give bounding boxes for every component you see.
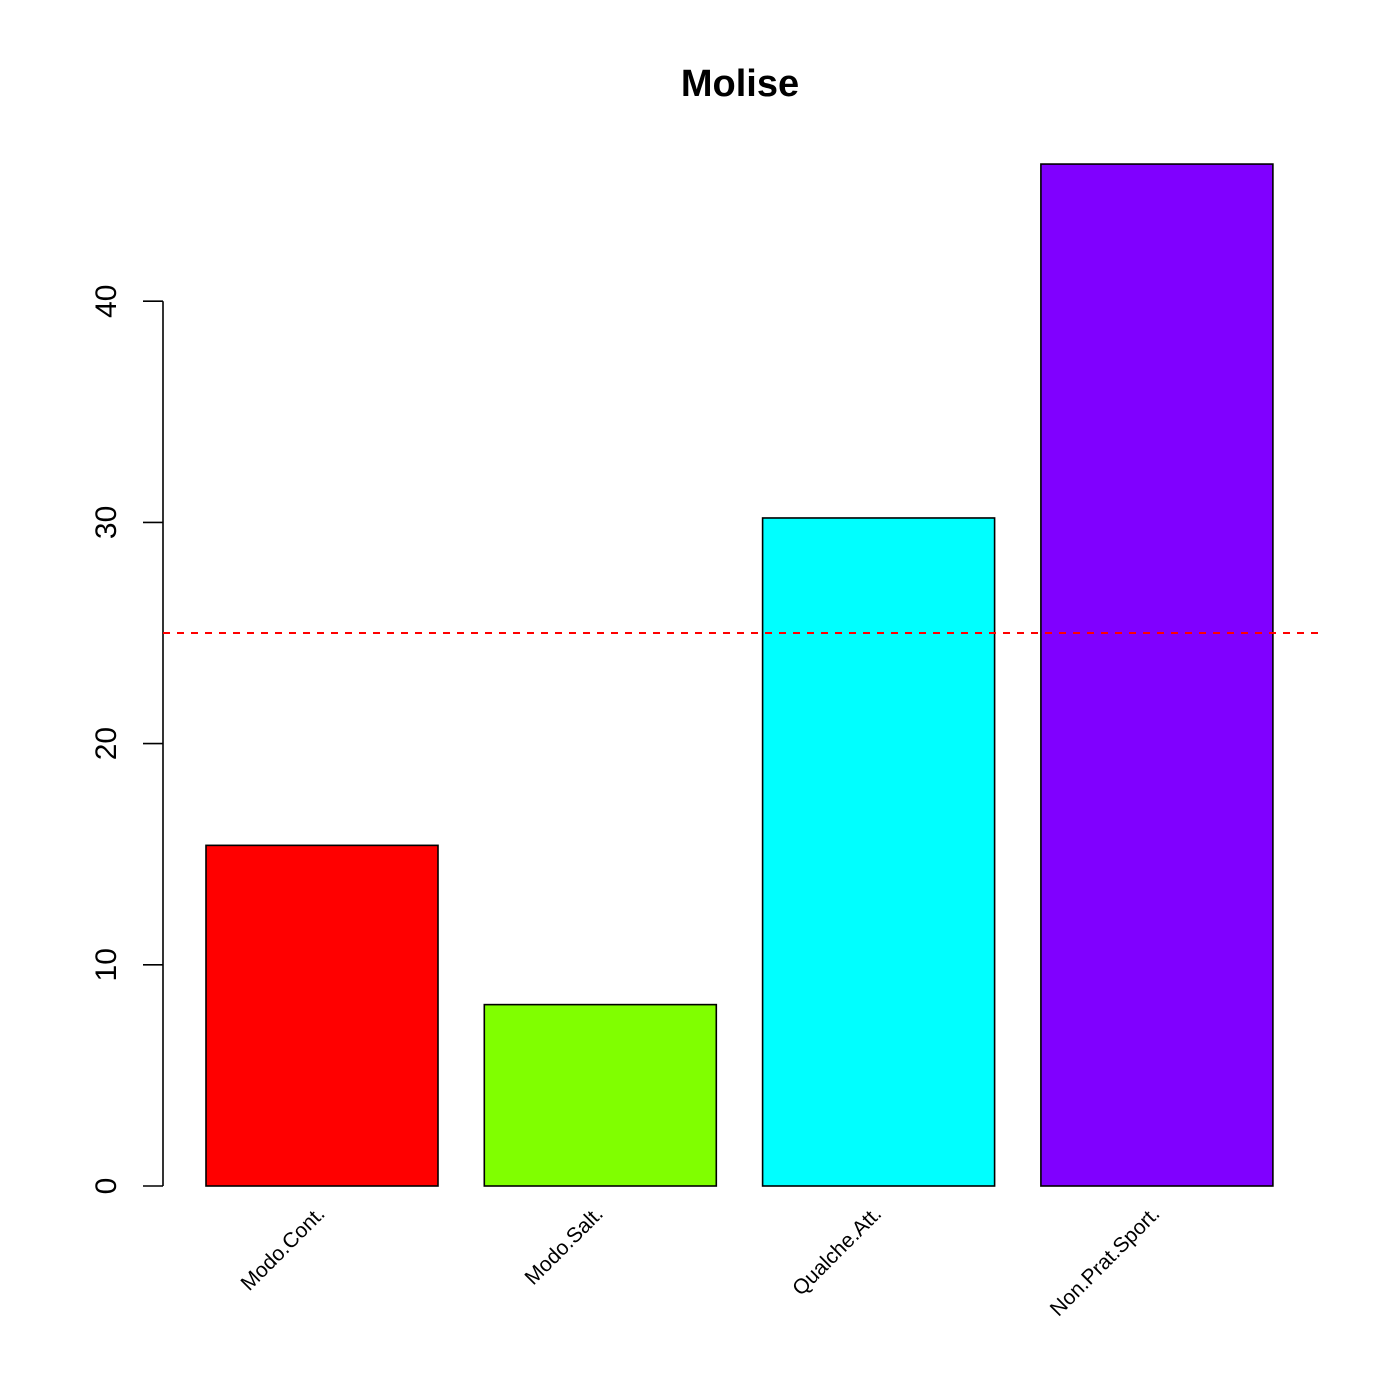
y-tick-label: 30 [90, 506, 123, 539]
y-tick-label: 40 [90, 285, 123, 318]
bar-qualche-att [761, 517, 996, 1187]
chart-title: Molise [681, 63, 799, 105]
y-tick-label: 10 [90, 948, 123, 981]
bar-modo-cont [205, 844, 439, 1187]
category-label: Non.Prat.Sport. [1046, 1202, 1165, 1321]
category-label: Modo.Salt. [521, 1202, 608, 1289]
bars-group [205, 163, 1274, 1187]
bar-modo-salt [483, 1003, 718, 1187]
y-tick-label: 20 [90, 727, 123, 760]
category-labels: Modo.Cont. Modo.Salt. Qualche.Att. Non.Prat… [237, 1202, 1165, 1321]
category-label: Qualche.Att. [788, 1202, 886, 1300]
y-tick-label: 0 [90, 1178, 123, 1195]
y-axis: 0 10 20 30 40 [90, 285, 164, 1195]
bar-non-prat-sport [1040, 163, 1274, 1187]
category-label: Modo.Cont. [237, 1202, 330, 1295]
